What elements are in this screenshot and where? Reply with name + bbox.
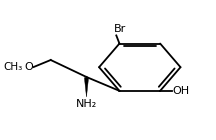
Text: O: O [24,62,33,72]
Text: OH: OH [173,86,190,96]
Text: Br: Br [114,24,126,34]
Text: NH₂: NH₂ [76,99,97,109]
Text: CH₃: CH₃ [3,62,22,72]
Polygon shape [84,78,89,97]
